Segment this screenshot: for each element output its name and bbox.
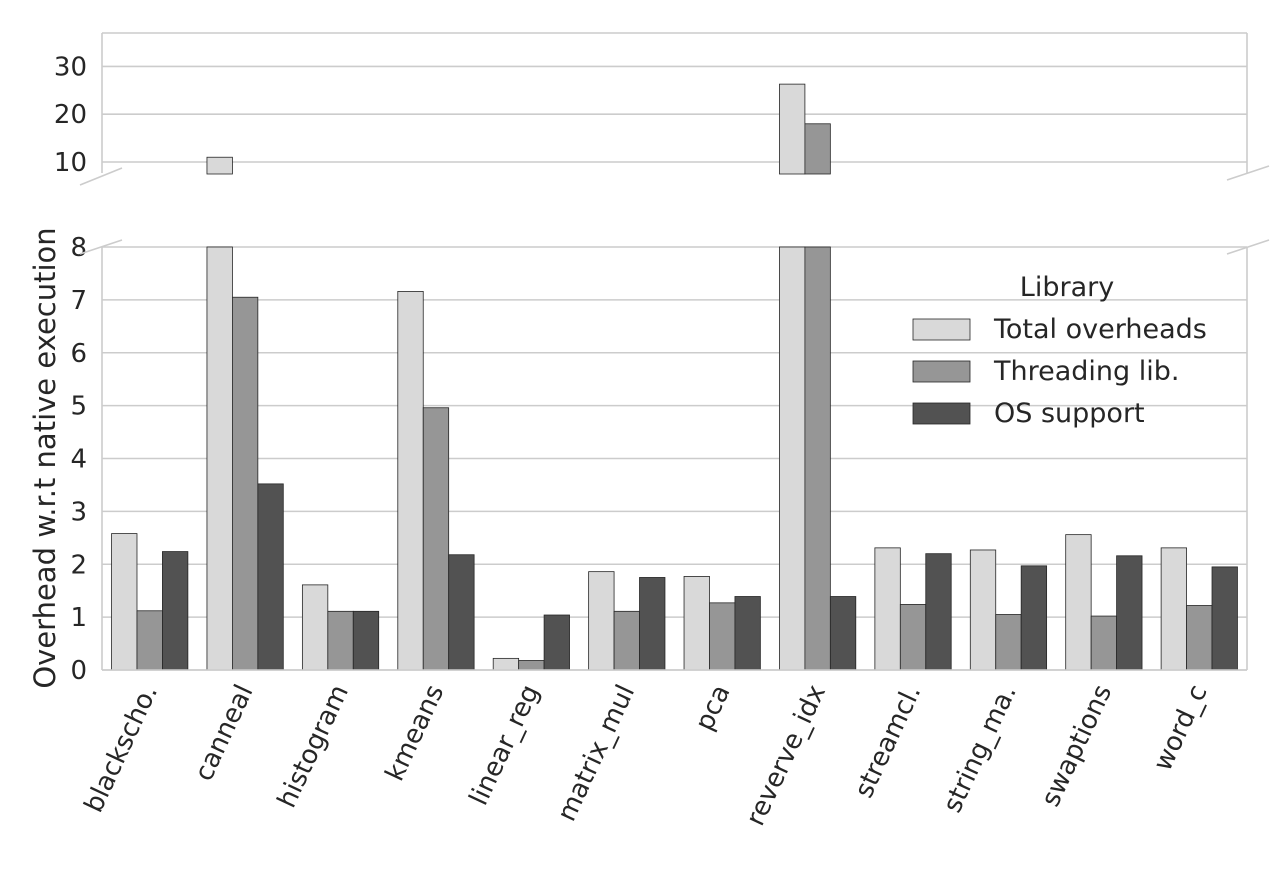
y-tick-label: 20 — [54, 100, 87, 130]
break-mark — [79, 239, 123, 255]
bar — [829, 596, 857, 671]
legend: Library Total overheads Threading lib. OS … — [912, 272, 1207, 429]
x-tick-label: kmeans — [380, 680, 450, 785]
x-tick-label: canneal — [189, 680, 259, 785]
x-tick-label: streamcl. — [849, 680, 927, 802]
bar — [734, 596, 761, 671]
upper-panel: 10 20 30 — [54, 32, 1248, 178]
bar — [874, 547, 901, 671]
y-tick-label: 3 — [70, 497, 87, 527]
y-tick-label: 30 — [54, 52, 87, 82]
legend-title: Library — [1020, 272, 1114, 303]
bar — [779, 83, 806, 175]
bar — [1186, 605, 1213, 671]
bar — [111, 533, 138, 671]
y-tick-label: 0 — [70, 656, 87, 686]
bar — [613, 610, 640, 671]
bar — [588, 571, 615, 671]
bar — [1116, 555, 1143, 671]
y-tick-label: 1 — [70, 603, 87, 633]
bar — [779, 246, 806, 671]
bar — [1090, 615, 1117, 671]
x-tick-label: string_ma. — [938, 680, 1023, 817]
bar — [422, 407, 450, 671]
bar — [206, 246, 233, 671]
legend-swatch — [912, 360, 971, 383]
x-tick-label: reverve_idx — [741, 680, 832, 830]
x-tick-label: swaptions — [1036, 680, 1118, 811]
x-tick-label: word_c — [1148, 680, 1214, 775]
bar — [518, 660, 545, 671]
y-tick-label: 6 — [70, 339, 87, 369]
bar — [1020, 565, 1048, 671]
bar — [639, 577, 666, 671]
y-tick-label: 8 — [70, 233, 87, 263]
legend-label: OS support — [994, 398, 1145, 429]
bar — [925, 553, 952, 671]
bar — [327, 610, 354, 671]
bar — [709, 602, 736, 671]
bar — [232, 296, 259, 671]
bar — [804, 123, 831, 175]
legend-swatch — [912, 318, 971, 341]
legend-swatch — [912, 402, 971, 425]
bar — [397, 291, 424, 671]
bar — [1065, 534, 1092, 671]
x-tick-labels: blackscho. canneal histogram kmeans linear_r… — [79, 680, 1214, 830]
y-tick-label: 5 — [70, 392, 87, 422]
bar — [1160, 547, 1187, 671]
axis-break-marks — [79, 165, 1270, 255]
bar — [995, 614, 1022, 671]
bar — [206, 156, 233, 175]
legend-label: Threading lib. — [993, 356, 1179, 387]
legend-label: Total overheads — [993, 314, 1207, 345]
break-mark — [1226, 165, 1270, 181]
x-tick-label: histogram — [272, 680, 355, 812]
x-tick-label: pca — [690, 680, 737, 735]
bar — [969, 549, 997, 671]
break-mark — [79, 167, 123, 186]
bar — [352, 610, 380, 671]
bar — [1211, 566, 1238, 671]
x-tick-label: matrix_mul — [552, 680, 641, 826]
y-axis-label: Overhead w.r.t native execution — [28, 227, 62, 688]
bar — [448, 554, 475, 671]
bar — [162, 551, 189, 671]
y-tick-label: 2 — [70, 550, 87, 580]
x-tick-label: linear_reg — [464, 680, 546, 810]
bar — [543, 614, 570, 671]
x-tick-label: blackscho. — [79, 680, 164, 817]
bar — [804, 246, 831, 671]
bar — [136, 610, 163, 671]
lower-panel: 0 1 2 3 4 5 6 7 8 — [70, 233, 1248, 686]
break-mark — [1226, 239, 1270, 255]
y-tick-label: 10 — [54, 148, 87, 178]
bar — [257, 483, 284, 671]
bar — [301, 584, 329, 671]
bar — [492, 657, 520, 671]
bar — [683, 576, 710, 671]
y-tick-label: 4 — [70, 445, 87, 475]
y-tick-label: 7 — [70, 286, 87, 316]
bar — [899, 604, 927, 671]
